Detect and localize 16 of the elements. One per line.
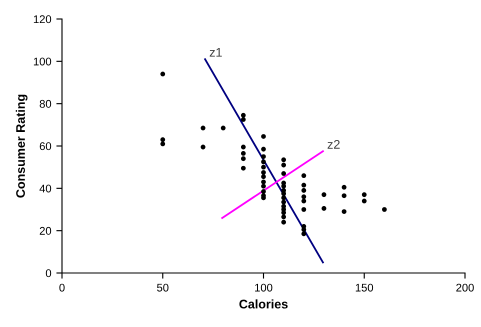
- x-tick-label: 100: [255, 284, 272, 292]
- x-tick-label: 50: [157, 284, 168, 292]
- x-tick-label: 0: [59, 284, 65, 292]
- x-axis-title: Calories: [239, 299, 288, 309]
- y-tick-label: 100: [34, 58, 52, 66]
- x-tick-label: 150: [356, 284, 374, 292]
- y-tick-label: 0: [46, 269, 52, 278]
- annotation: z2: [328, 140, 340, 149]
- annotation: z1: [210, 48, 222, 57]
- y-tick-label: 20: [40, 226, 52, 235]
- y-tick-label: 60: [40, 142, 52, 150]
- y-tick-label: 40: [39, 184, 52, 192]
- x-tick-label: 200: [456, 284, 474, 292]
- y-axis-title: Consumer Rating: [16, 94, 28, 198]
- y-tick-label: 120: [34, 15, 52, 24]
- y-tick-label: 80: [40, 100, 52, 108]
